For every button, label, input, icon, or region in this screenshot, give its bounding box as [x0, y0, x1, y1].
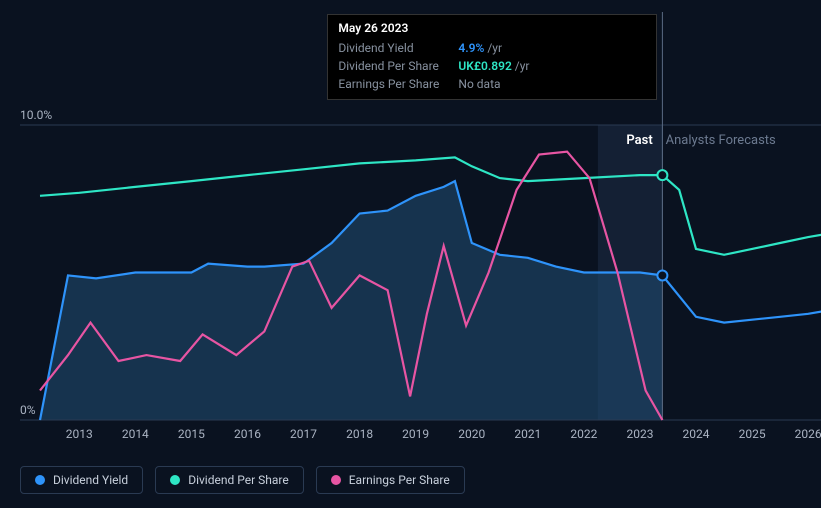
svg-text:2024: 2024 — [683, 427, 710, 441]
legend-dot-icon — [331, 475, 341, 485]
chart-tooltip: May 26 2023 Dividend Yield4.9% /yrDivide… — [327, 14, 657, 100]
legend-item-earnings-per-share[interactable]: Earnings Per Share — [316, 466, 465, 494]
legend-label: Dividend Per Share — [188, 473, 289, 487]
legend-dot-icon — [170, 475, 180, 485]
svg-text:2014: 2014 — [122, 427, 149, 441]
svg-text:2015: 2015 — [178, 427, 205, 441]
period-past-label: Past — [626, 133, 652, 148]
tooltip-row-value: 4.9% /yr — [458, 41, 502, 55]
chart-legend: Dividend Yield Dividend Per Share Earnings… — [20, 466, 465, 494]
tooltip-row-label: Dividend Per Share — [338, 59, 458, 73]
legend-label: Dividend Yield — [53, 473, 128, 487]
svg-text:2021: 2021 — [514, 427, 541, 441]
tooltip-row-label: Earnings Per Share — [338, 77, 458, 91]
svg-text:2016: 2016 — [234, 427, 261, 441]
svg-text:2020: 2020 — [458, 427, 485, 441]
tooltip-row-value: UK£0.892 /yr — [458, 59, 529, 73]
svg-text:2026: 2026 — [795, 427, 821, 441]
tooltip-row: Dividend Per ShareUK£0.892 /yr — [338, 57, 646, 75]
svg-text:2023: 2023 — [626, 427, 653, 441]
svg-text:2018: 2018 — [346, 427, 373, 441]
svg-text:2017: 2017 — [290, 427, 317, 441]
svg-text:10.0%: 10.0% — [20, 108, 52, 122]
legend-item-dividend-yield[interactable]: Dividend Yield — [20, 466, 143, 494]
svg-text:0%: 0% — [20, 403, 36, 417]
svg-text:2013: 2013 — [66, 427, 93, 441]
tooltip-row: Dividend Yield4.9% /yr — [338, 39, 646, 57]
legend-label: Earnings Per Share — [349, 473, 450, 487]
tooltip-row: Earnings Per ShareNo data — [338, 75, 646, 93]
tooltip-row-label: Dividend Yield — [338, 41, 458, 55]
legend-dot-icon — [35, 475, 45, 485]
svg-text:2019: 2019 — [402, 427, 429, 441]
tooltip-row-value: No data — [458, 77, 500, 91]
period-labels: Past Analysts Forecasts — [626, 133, 775, 148]
svg-text:2022: 2022 — [570, 427, 597, 441]
period-forecast-label: Analysts Forecasts — [666, 133, 776, 148]
tooltip-date: May 26 2023 — [338, 21, 646, 35]
legend-item-dividend-per-share[interactable]: Dividend Per Share — [155, 466, 304, 494]
svg-text:2025: 2025 — [739, 427, 766, 441]
